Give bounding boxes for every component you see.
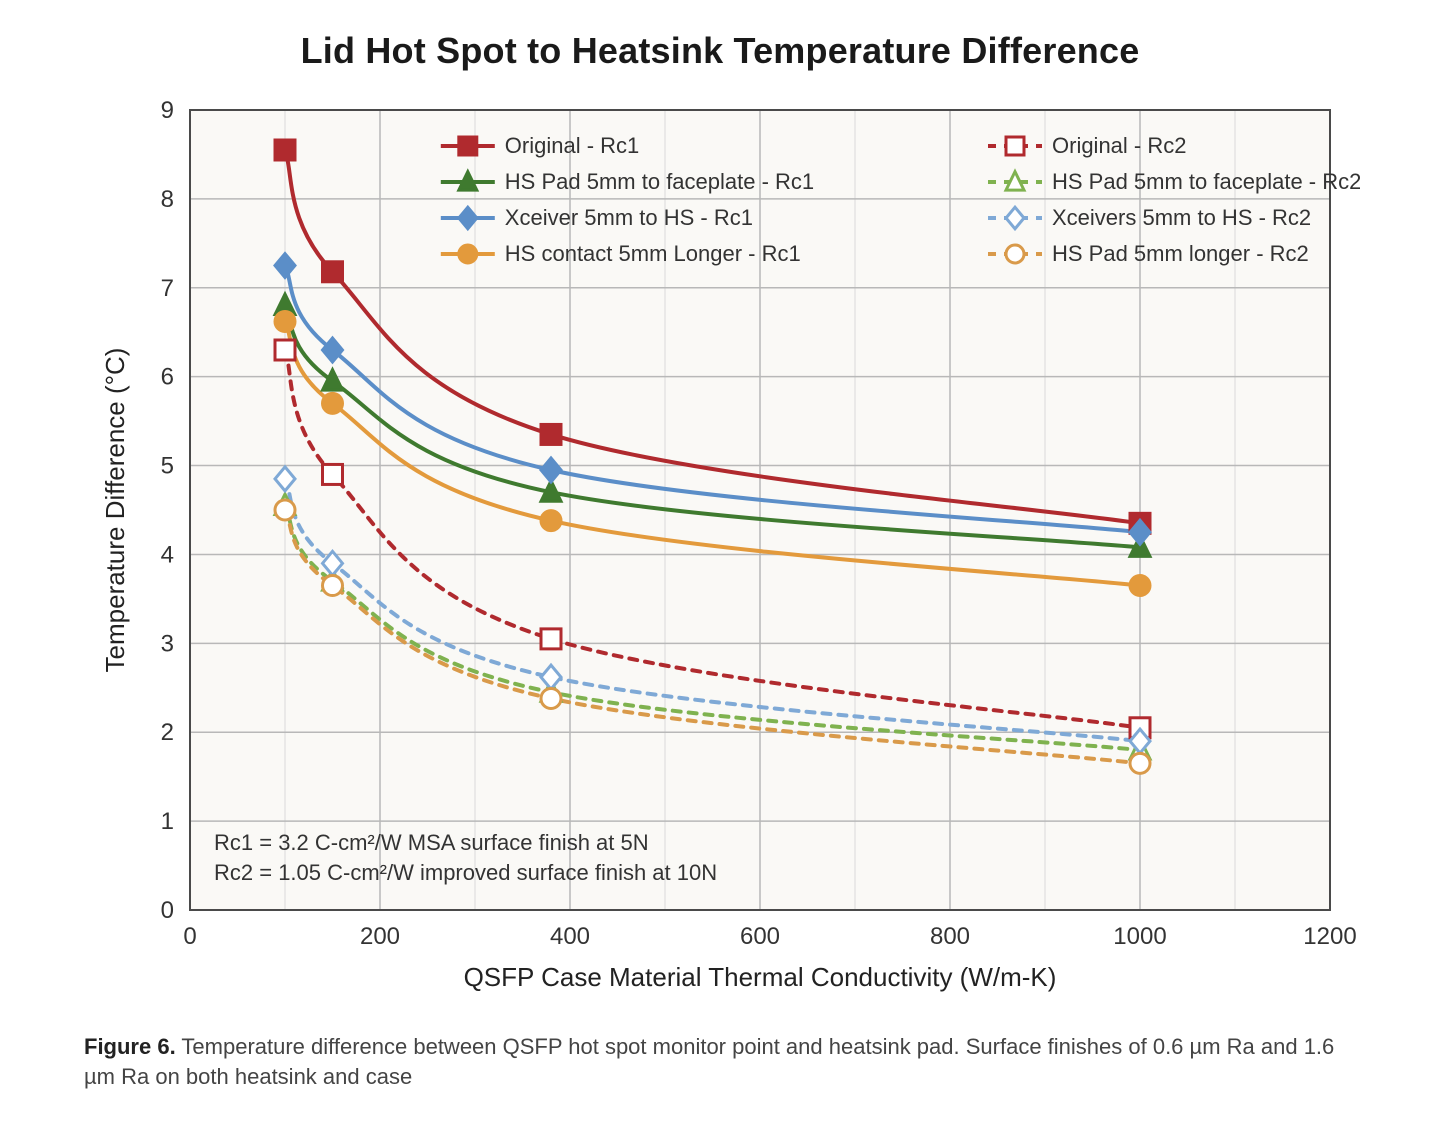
svg-text:6: 6	[161, 364, 174, 391]
svg-text:800: 800	[930, 923, 970, 950]
svg-text:Original - Rc1: Original - Rc1	[505, 133, 639, 158]
svg-text:HS Pad 5mm longer - Rc2: HS Pad 5mm longer - Rc2	[1052, 241, 1309, 266]
svg-text:1: 1	[161, 808, 174, 835]
figure-label: Figure 6.	[84, 1034, 176, 1059]
legend-item: Original - Rc2	[988, 133, 1186, 158]
svg-text:7: 7	[161, 275, 174, 302]
svg-text:HS Pad 5mm to faceplate - Rc1: HS Pad 5mm to faceplate - Rc1	[505, 169, 814, 194]
svg-text:600: 600	[740, 923, 780, 950]
svg-text:3: 3	[161, 630, 174, 657]
svg-text:Rc2 = 1.05 C-cm²/W improved su: Rc2 = 1.05 C-cm²/W improved surface fini…	[214, 860, 717, 885]
svg-text:0: 0	[161, 897, 174, 924]
svg-text:Temperature Difference (°C): Temperature Difference (°C)	[100, 348, 130, 673]
svg-text:400: 400	[550, 923, 590, 950]
figure-caption-text: Temperature difference between QSFP hot …	[84, 1034, 1334, 1089]
figure-caption: Figure 6. Temperature difference between…	[84, 1032, 1356, 1091]
svg-text:QSFP Case Material Thermal Con: QSFP Case Material Thermal Conductivity …	[464, 962, 1057, 992]
svg-text:Xceivers 5mm to HS - Rc2: Xceivers 5mm to HS - Rc2	[1052, 205, 1311, 230]
chart-container: 0 200 400 600 800 1000 1200 0 1 2 3 4 5 6 7 8 9 QSFP Case…	[80, 90, 1360, 1010]
svg-text:HS contact 5mm Longer - Rc1: HS contact 5mm Longer - Rc1	[505, 241, 801, 266]
svg-text:HS Pad 5mm to faceplate - Rc2: HS Pad 5mm to faceplate - Rc2	[1052, 169, 1360, 194]
svg-text:Xceiver 5mm to HS - Rc1: Xceiver 5mm to HS - Rc1	[505, 205, 753, 230]
svg-text:1000: 1000	[1113, 923, 1166, 950]
svg-text:8: 8	[161, 186, 174, 213]
svg-text:0: 0	[183, 923, 196, 950]
svg-text:9: 9	[161, 97, 174, 124]
svg-text:2: 2	[161, 719, 174, 746]
legend-item: Original - Rc1	[441, 133, 639, 158]
svg-text:5: 5	[161, 453, 174, 480]
svg-text:1200: 1200	[1303, 923, 1356, 950]
svg-text:4: 4	[161, 541, 174, 568]
line-chart: 0 200 400 600 800 1000 1200 0 1 2 3 4 5 6 7 8 9 QSFP Case…	[80, 90, 1360, 1010]
chart-title: Lid Hot Spot to Heatsink Temperature Dif…	[80, 30, 1360, 72]
svg-text:Rc1 = 3.2 C-cm²/W MSA surface: Rc1 = 3.2 C-cm²/W MSA surface finish at …	[214, 830, 649, 855]
svg-text:Original - Rc2: Original - Rc2	[1052, 133, 1186, 158]
svg-text:200: 200	[360, 923, 400, 950]
